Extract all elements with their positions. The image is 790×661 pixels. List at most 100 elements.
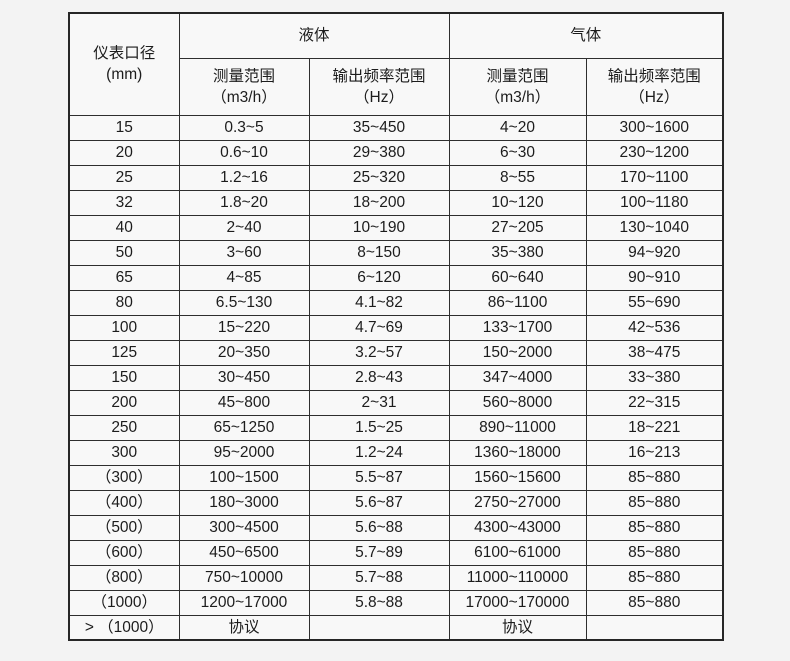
value-cell: 11000~110000 xyxy=(448,564,587,591)
table-row: 80 6.5~130 4.1~82 86~1100 55~690 xyxy=(68,289,724,316)
value-cell: 2~31 xyxy=(308,389,450,416)
value-cell: 4.1~82 xyxy=(308,289,450,316)
value-cell: 60~640 xyxy=(448,264,587,291)
value-cell: 85~880 xyxy=(585,564,724,591)
value-cell: 2~40 xyxy=(178,214,310,241)
table-row: 40 2~40 10~190 27~205 130~1040 xyxy=(68,214,724,241)
diameter-cell: 300 xyxy=(68,439,180,466)
value-cell: 90~910 xyxy=(585,264,724,291)
value-cell: 85~880 xyxy=(585,514,724,541)
diameter-cell: 25 xyxy=(68,164,180,191)
value-cell: 100~1180 xyxy=(585,189,724,216)
value-cell: 94~920 xyxy=(585,239,724,266)
value-cell: 45~800 xyxy=(178,389,310,416)
value-cell: 85~880 xyxy=(585,489,724,516)
diameter-cell: （500） xyxy=(68,514,180,541)
table-row: 15 0.3~5 35~450 4~20 300~1600 xyxy=(68,114,724,141)
value-cell: 5.6~87 xyxy=(308,489,450,516)
value-cell: 10~190 xyxy=(308,214,450,241)
diameter-cell: 65 xyxy=(68,264,180,291)
diameter-cell: > （1000） xyxy=(68,614,180,641)
value-cell: 1.2~24 xyxy=(308,439,450,466)
value-cell: 3.2~57 xyxy=(308,339,450,366)
liquid-measure-range-header: 测量范围 （m3/h） xyxy=(178,57,310,116)
diameter-cell: 200 xyxy=(68,389,180,416)
value-cell: 5.7~88 xyxy=(308,564,450,591)
value-cell: 4300~43000 xyxy=(448,514,587,541)
value-cell xyxy=(585,614,724,641)
value-cell: 300~4500 xyxy=(178,514,310,541)
diameter-cell: （300） xyxy=(68,464,180,491)
value-cell: 38~475 xyxy=(585,339,724,366)
diameter-cell: 20 xyxy=(68,139,180,166)
table-row: 200 45~800 2~31 560~8000 22~315 xyxy=(68,389,724,416)
value-cell: 8~150 xyxy=(308,239,450,266)
liquid-measure-range-line2: （m3/h） xyxy=(211,88,277,106)
group-header-row: 仪表口径 (mm) 液体 气体 xyxy=(68,12,724,116)
gas-freq-range-line1: 输出频率范围 xyxy=(607,67,701,85)
table-row: 20 0.6~10 29~380 6~30 230~1200 xyxy=(68,139,724,166)
value-cell: 35~380 xyxy=(448,239,587,266)
value-cell: 17000~170000 xyxy=(448,589,587,616)
diameter-cell: 150 xyxy=(68,364,180,391)
value-cell: 协议 xyxy=(178,614,310,641)
value-cell: 1.8~20 xyxy=(178,189,310,216)
liquid-freq-range-line2: （Hz） xyxy=(354,88,404,106)
value-cell: 3~60 xyxy=(178,239,310,266)
value-cell: 5.8~88 xyxy=(308,589,450,616)
table-row: 125 20~350 3.2~57 150~2000 38~475 xyxy=(68,339,724,366)
diameter-cell: 40 xyxy=(68,214,180,241)
table-body: 15 0.3~5 35~450 4~20 300~1600 20 0.6~10 29~380 6… xyxy=(68,114,724,641)
value-cell: 6~30 xyxy=(448,139,587,166)
value-cell: 133~1700 xyxy=(448,314,587,341)
value-cell: 10~120 xyxy=(448,189,587,216)
diameter-cell: 80 xyxy=(68,289,180,316)
value-cell: 35~450 xyxy=(308,114,450,141)
value-cell: 85~880 xyxy=(585,589,724,616)
diameter-cell: 100 xyxy=(68,314,180,341)
value-cell: 85~880 xyxy=(585,539,724,566)
value-cell: 170~1100 xyxy=(585,164,724,191)
value-cell: 4~85 xyxy=(178,264,310,291)
value-cell: 65~1250 xyxy=(178,414,310,441)
value-cell: 20~350 xyxy=(178,339,310,366)
gas-freq-range-line2: （Hz） xyxy=(629,88,680,106)
value-cell: 33~380 xyxy=(585,364,724,391)
value-cell xyxy=(308,614,450,641)
value-cell: 6100~61000 xyxy=(448,539,587,566)
table-row: 150 30~450 2.8~43 347~4000 33~380 xyxy=(68,364,724,391)
value-cell: 22~315 xyxy=(585,389,724,416)
table-row: （500） 300~4500 5.6~88 4300~43000 85~880 xyxy=(68,514,724,541)
diameter-cell: 125 xyxy=(68,339,180,366)
table-row: 32 1.8~20 18~200 10~120 100~1180 xyxy=(68,189,724,216)
value-cell: 1.5~25 xyxy=(308,414,450,441)
value-cell: 18~200 xyxy=(308,189,450,216)
liquid-freq-range-header: 输出频率范围 （Hz） xyxy=(308,57,450,116)
table-row: （800） 750~10000 5.7~88 11000~110000 85~880 xyxy=(68,564,724,591)
value-cell: 2.8~43 xyxy=(308,364,450,391)
liquid-measure-range-line1: 测量范围 xyxy=(212,67,275,85)
value-cell: 5.7~89 xyxy=(308,539,450,566)
liquid-freq-range-line1: 输出频率范围 xyxy=(332,67,426,85)
value-cell: 750~10000 xyxy=(178,564,310,591)
table-row: （1000） 1200~17000 5.8~88 17000~170000 85~880 xyxy=(68,589,724,616)
table-row: 25 1.2~16 25~320 8~55 170~1100 xyxy=(68,164,724,191)
diameter-cell: 15 xyxy=(68,114,180,141)
value-cell: 85~880 xyxy=(585,464,724,491)
value-cell: 1200~17000 xyxy=(178,589,310,616)
value-cell: 29~380 xyxy=(308,139,450,166)
table-row: 300 95~2000 1.2~24 1360~18000 16~213 xyxy=(68,439,724,466)
value-cell: 0.3~5 xyxy=(178,114,310,141)
table-row: > （1000） 协议 协议 xyxy=(68,614,724,641)
value-cell: 150~2000 xyxy=(448,339,587,366)
table-row: 100 15~220 4.7~69 133~1700 42~536 xyxy=(68,314,724,341)
diameter-header-cell: 仪表口径 (mm) xyxy=(68,12,180,116)
gas-measure-range-line1: 测量范围 xyxy=(486,67,549,85)
diameter-cell: （800） xyxy=(68,564,180,591)
value-cell: 4~20 xyxy=(448,114,587,141)
diameter-cell: （400） xyxy=(68,489,180,516)
page: 仪表口径 (mm) 液体 气体 测量范围 （m3/h） 输出频率范围 （Hz） … xyxy=(68,12,724,641)
table-row: 50 3~60 8~150 35~380 94~920 xyxy=(68,239,724,266)
diameter-header-line2: (mm) xyxy=(106,66,143,84)
sub-header-row: 测量范围 （m3/h） 输出频率范围 （Hz） 测量范围 （m3/h） 输出频率… xyxy=(69,57,724,116)
